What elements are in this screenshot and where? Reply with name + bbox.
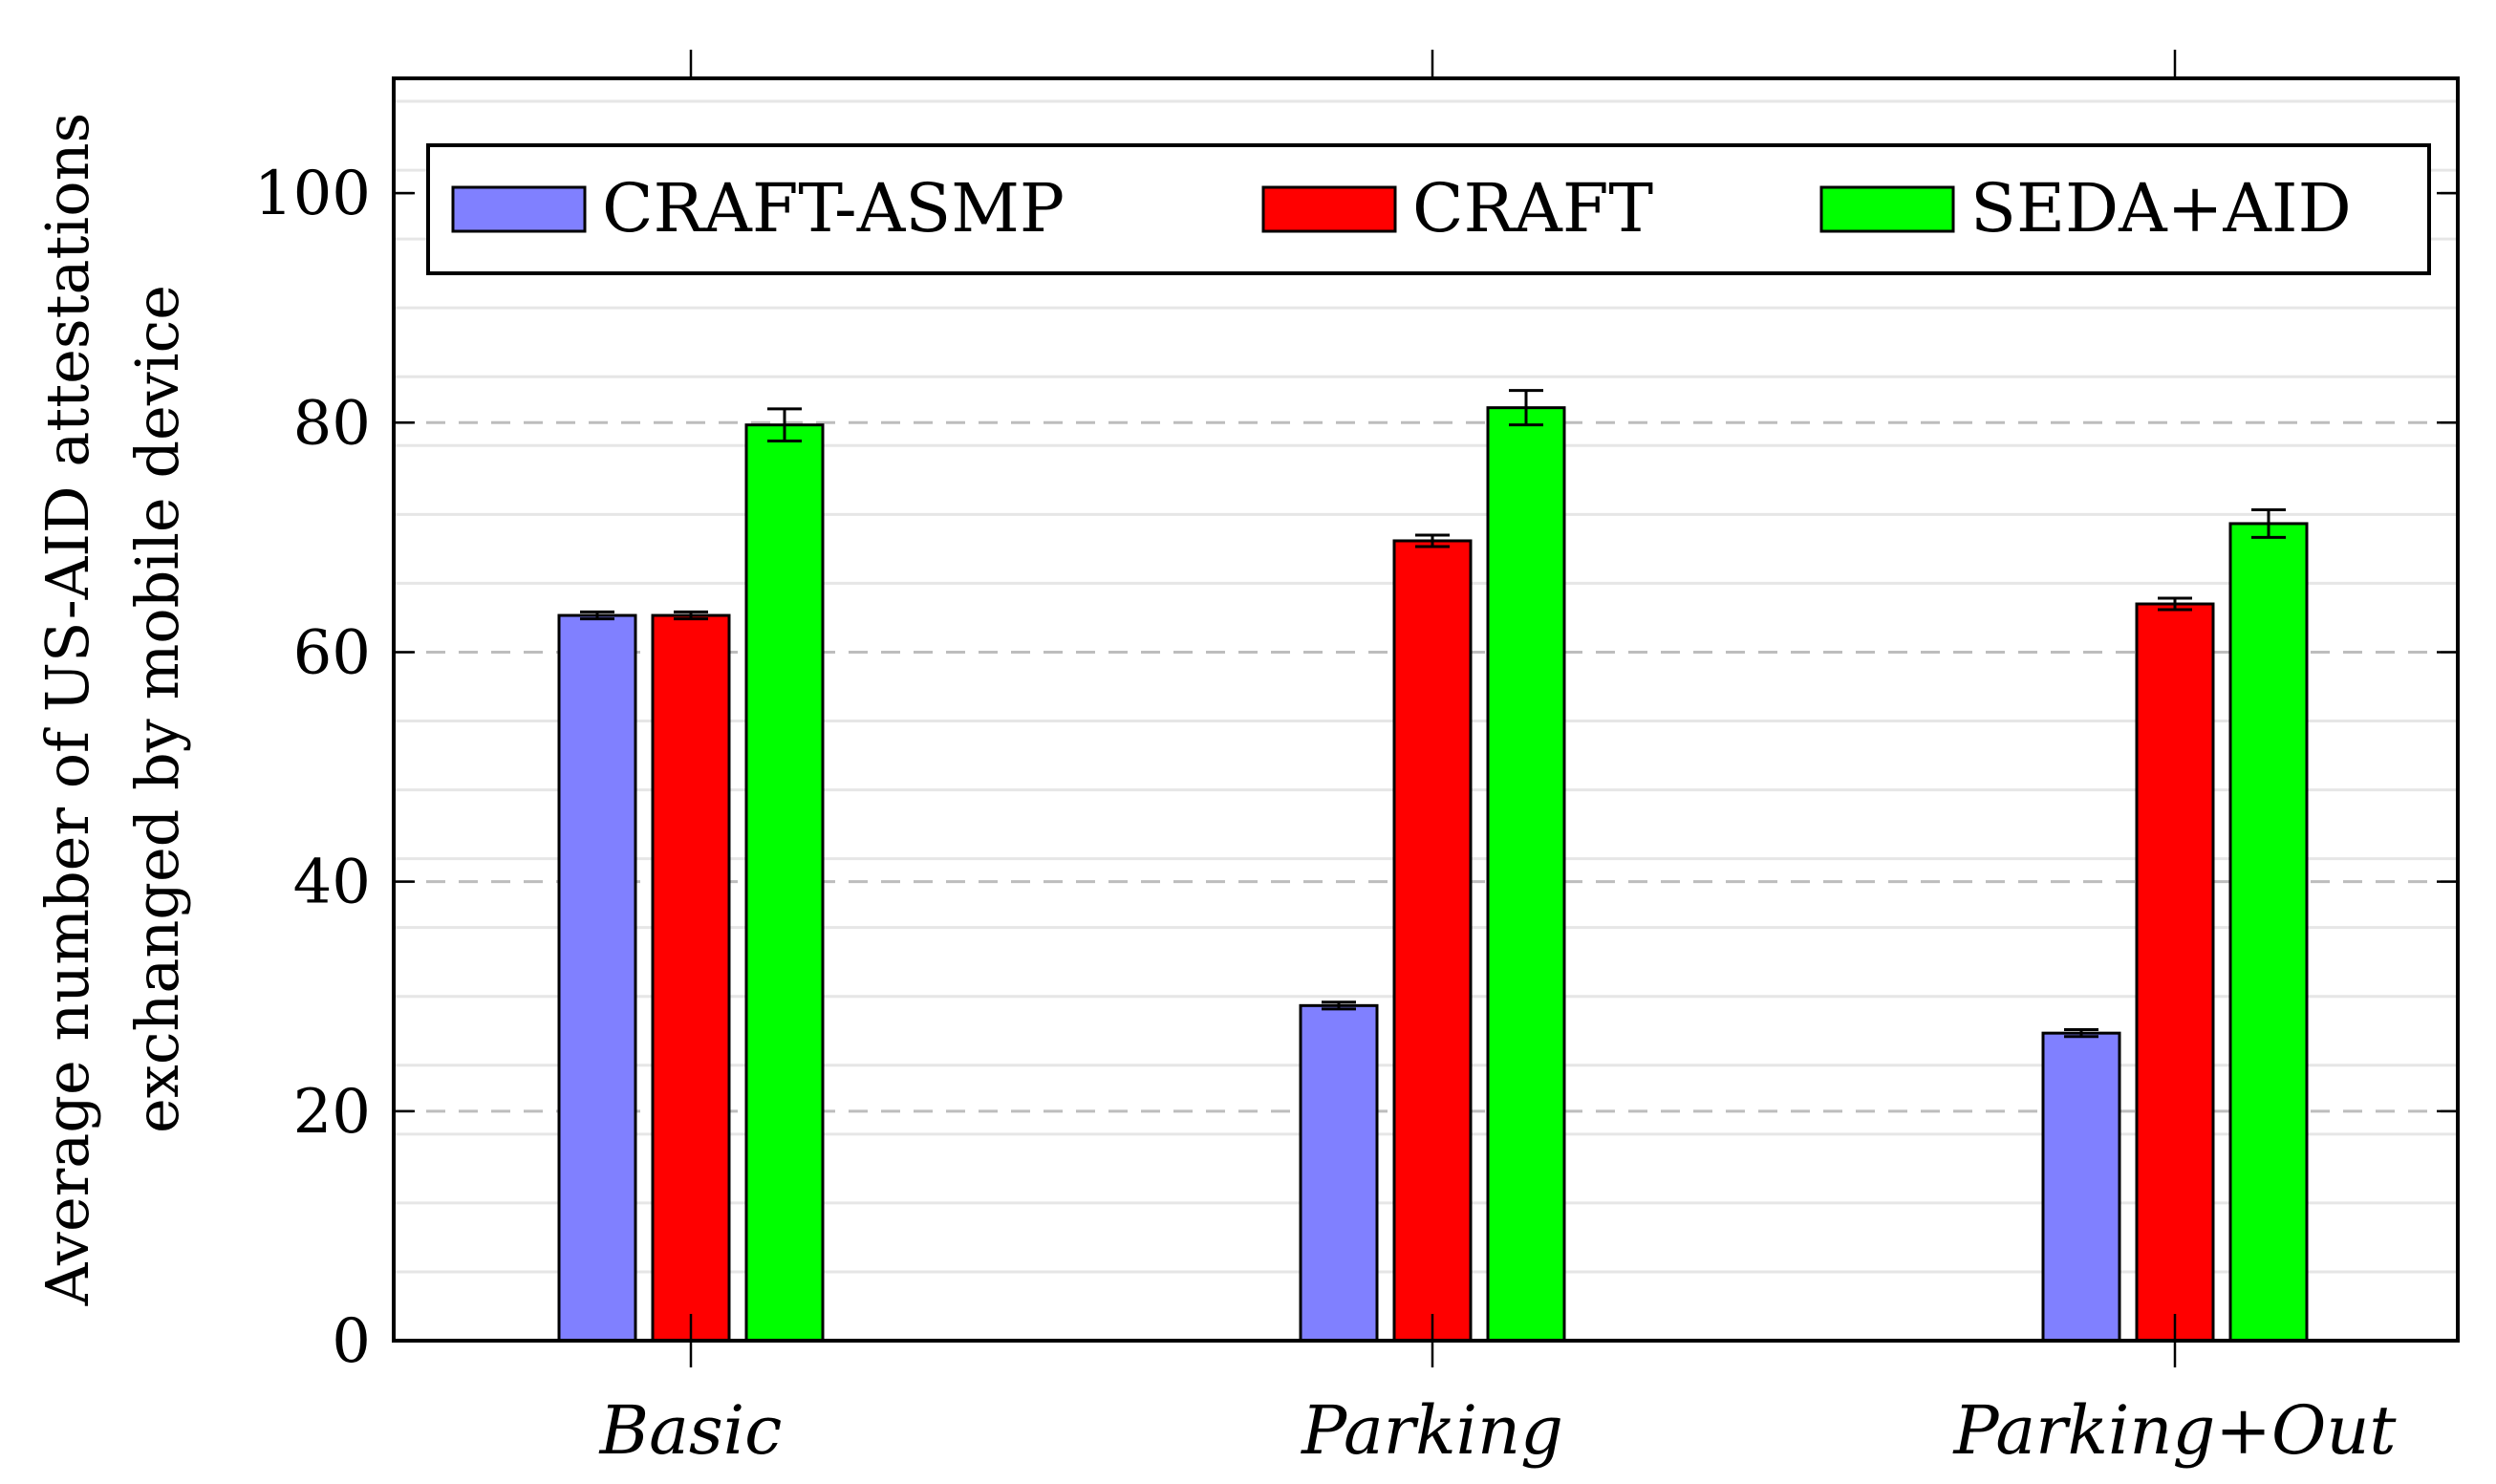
y-tick-label: 60 — [293, 617, 371, 688]
axis-ticks — [394, 50, 2458, 1367]
error-bars — [580, 389, 2286, 1039]
legend-label: SEDA+AID — [1970, 169, 2352, 247]
y-tick-label: 40 — [293, 848, 371, 918]
plot-frame — [392, 76, 2460, 1343]
legend: CRAFT-ASMP CRAFT SEDA+AID — [426, 143, 2431, 275]
x-tick-labels: Basic Parking Parking+Out — [598, 1391, 2398, 1470]
y-tick-label: 0 — [332, 1306, 371, 1377]
bar — [1392, 539, 1473, 1343]
legend-box — [426, 143, 2431, 275]
y-axis-label: Average number of US-AID attestations ex… — [32, 113, 192, 1307]
bar — [2228, 522, 2309, 1343]
bar — [557, 613, 637, 1343]
legend-swatch — [451, 185, 587, 233]
bar — [1299, 1003, 1379, 1343]
bar — [1486, 406, 1566, 1343]
y-tick-label: 20 — [293, 1077, 371, 1148]
y-tick-labels: 0 20 40 60 80 100 — [254, 159, 371, 1377]
y-tick-label: 100 — [254, 159, 371, 229]
bar — [651, 613, 731, 1343]
bar — [2135, 602, 2215, 1343]
y-axis-label-line2: exchanged by mobile device — [122, 285, 192, 1133]
legend-swatch — [1261, 185, 1397, 233]
legend-label: CRAFT-ASMP — [602, 169, 1065, 247]
x-tick-label: Parking+Out — [1951, 1391, 2397, 1470]
legend-swatch — [1819, 185, 1955, 233]
y-axis-label-line1: Average number of US-AID attestations — [32, 113, 102, 1307]
bar — [2041, 1031, 2121, 1343]
legend-label: CRAFT — [1412, 169, 1653, 247]
grid-lines — [394, 99, 2458, 1274]
y-tick-label: 80 — [293, 388, 371, 459]
x-tick-label: Parking — [1300, 1391, 1563, 1470]
bar — [744, 423, 825, 1343]
x-tick-label: Basic — [598, 1391, 783, 1470]
